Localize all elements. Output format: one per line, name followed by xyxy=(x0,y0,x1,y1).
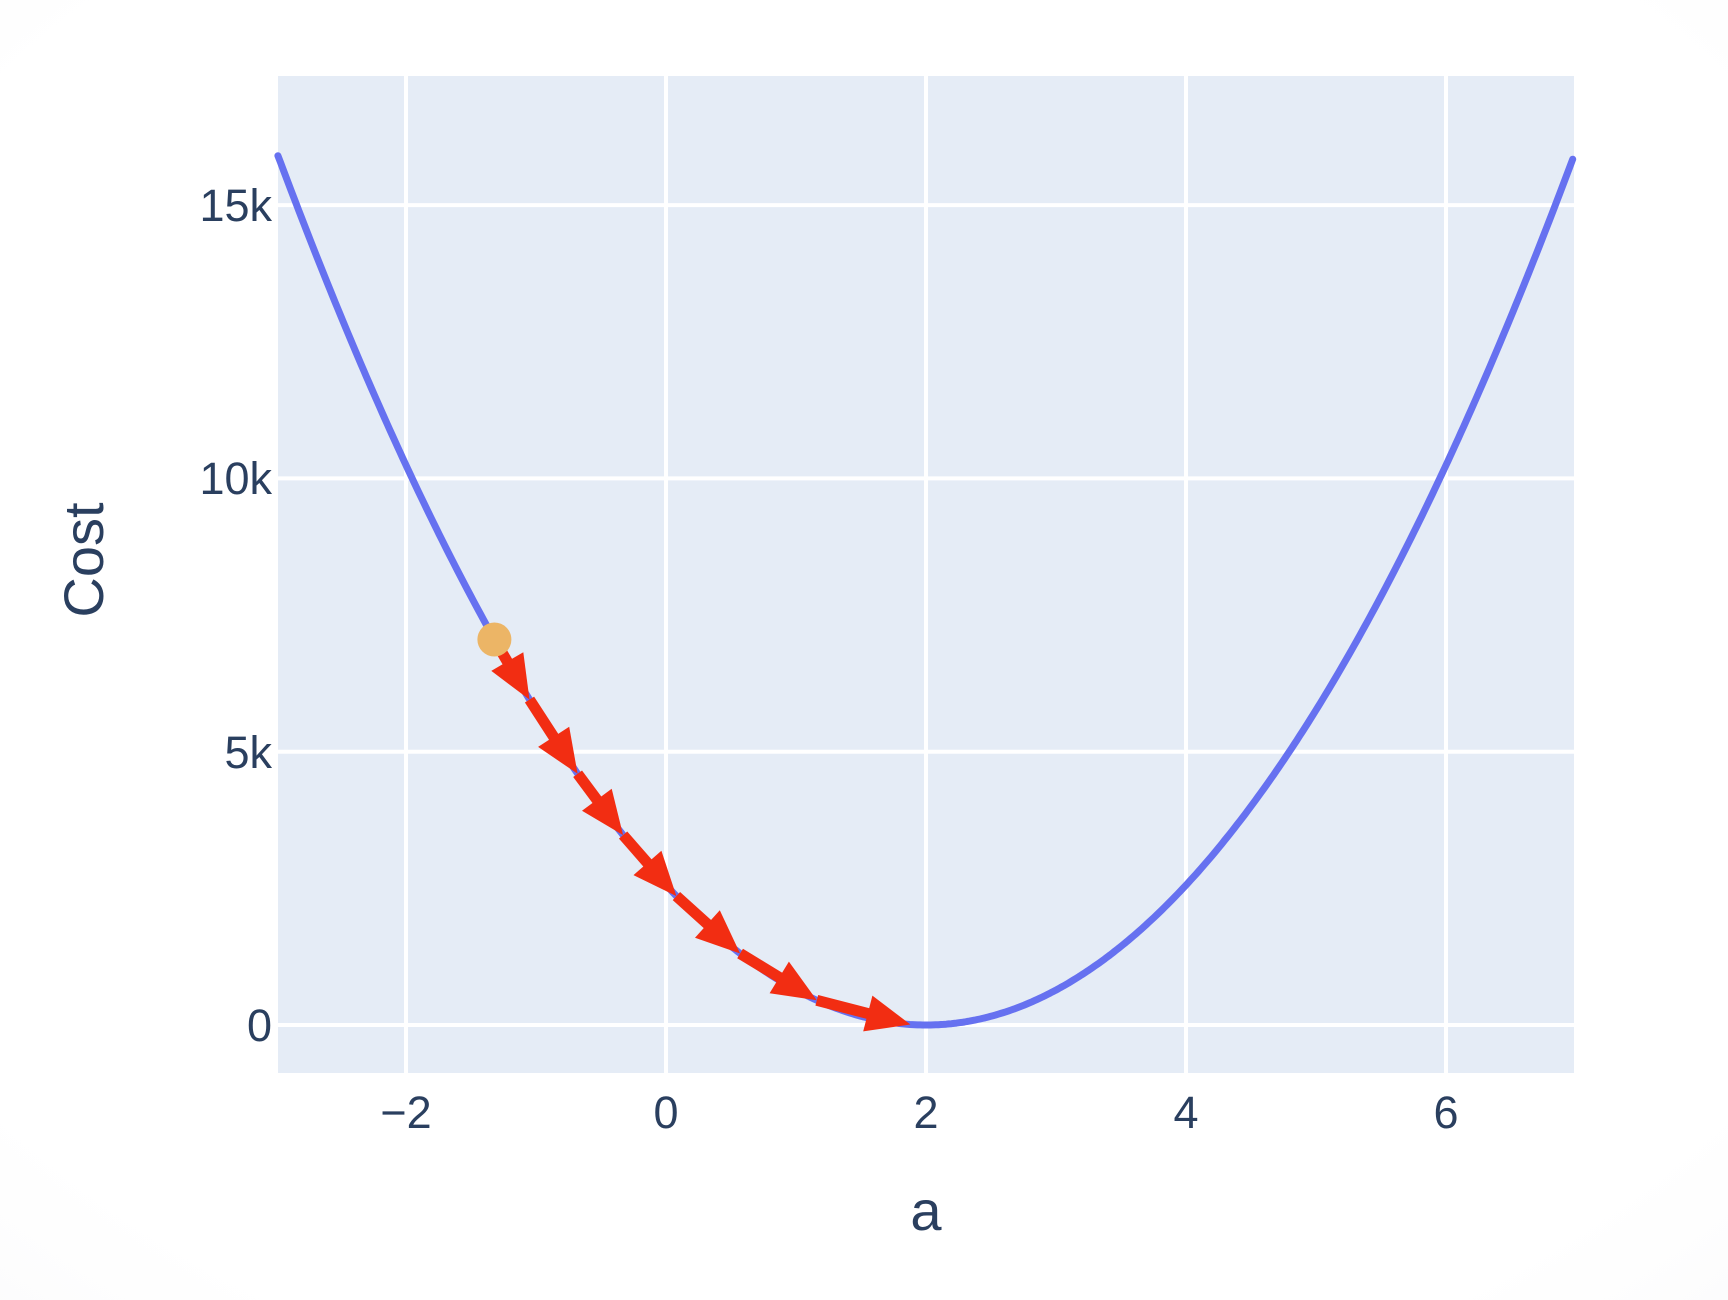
descent-arrow-head xyxy=(863,995,911,1032)
descent-arrow-head xyxy=(491,652,530,700)
x-tick-neg2: −2 xyxy=(380,1087,431,1138)
y-tick-15k: 15k xyxy=(199,180,272,231)
descent-arrow-head xyxy=(769,961,817,1001)
y-tick-0: 0 xyxy=(247,1000,272,1051)
descent-arrow-head xyxy=(695,910,741,954)
descent-arrow-head xyxy=(633,850,677,897)
gradient-descent-arrows xyxy=(489,636,911,1032)
y-axis-title: Cost xyxy=(52,502,115,618)
descent-arrow-head xyxy=(538,726,578,774)
x-tick-6: 6 xyxy=(1433,1087,1458,1138)
x-tick-0: 0 xyxy=(653,1087,678,1138)
y-tick-10k: 10k xyxy=(199,453,272,504)
descent-start-point[interactable] xyxy=(477,622,512,657)
x-tick-2: 2 xyxy=(913,1087,938,1138)
x-tick-4: 4 xyxy=(1173,1087,1198,1138)
descent-arrow-head xyxy=(582,788,624,836)
x-axis-title: a xyxy=(910,1179,942,1242)
y-tick-5k: 5k xyxy=(224,727,272,778)
